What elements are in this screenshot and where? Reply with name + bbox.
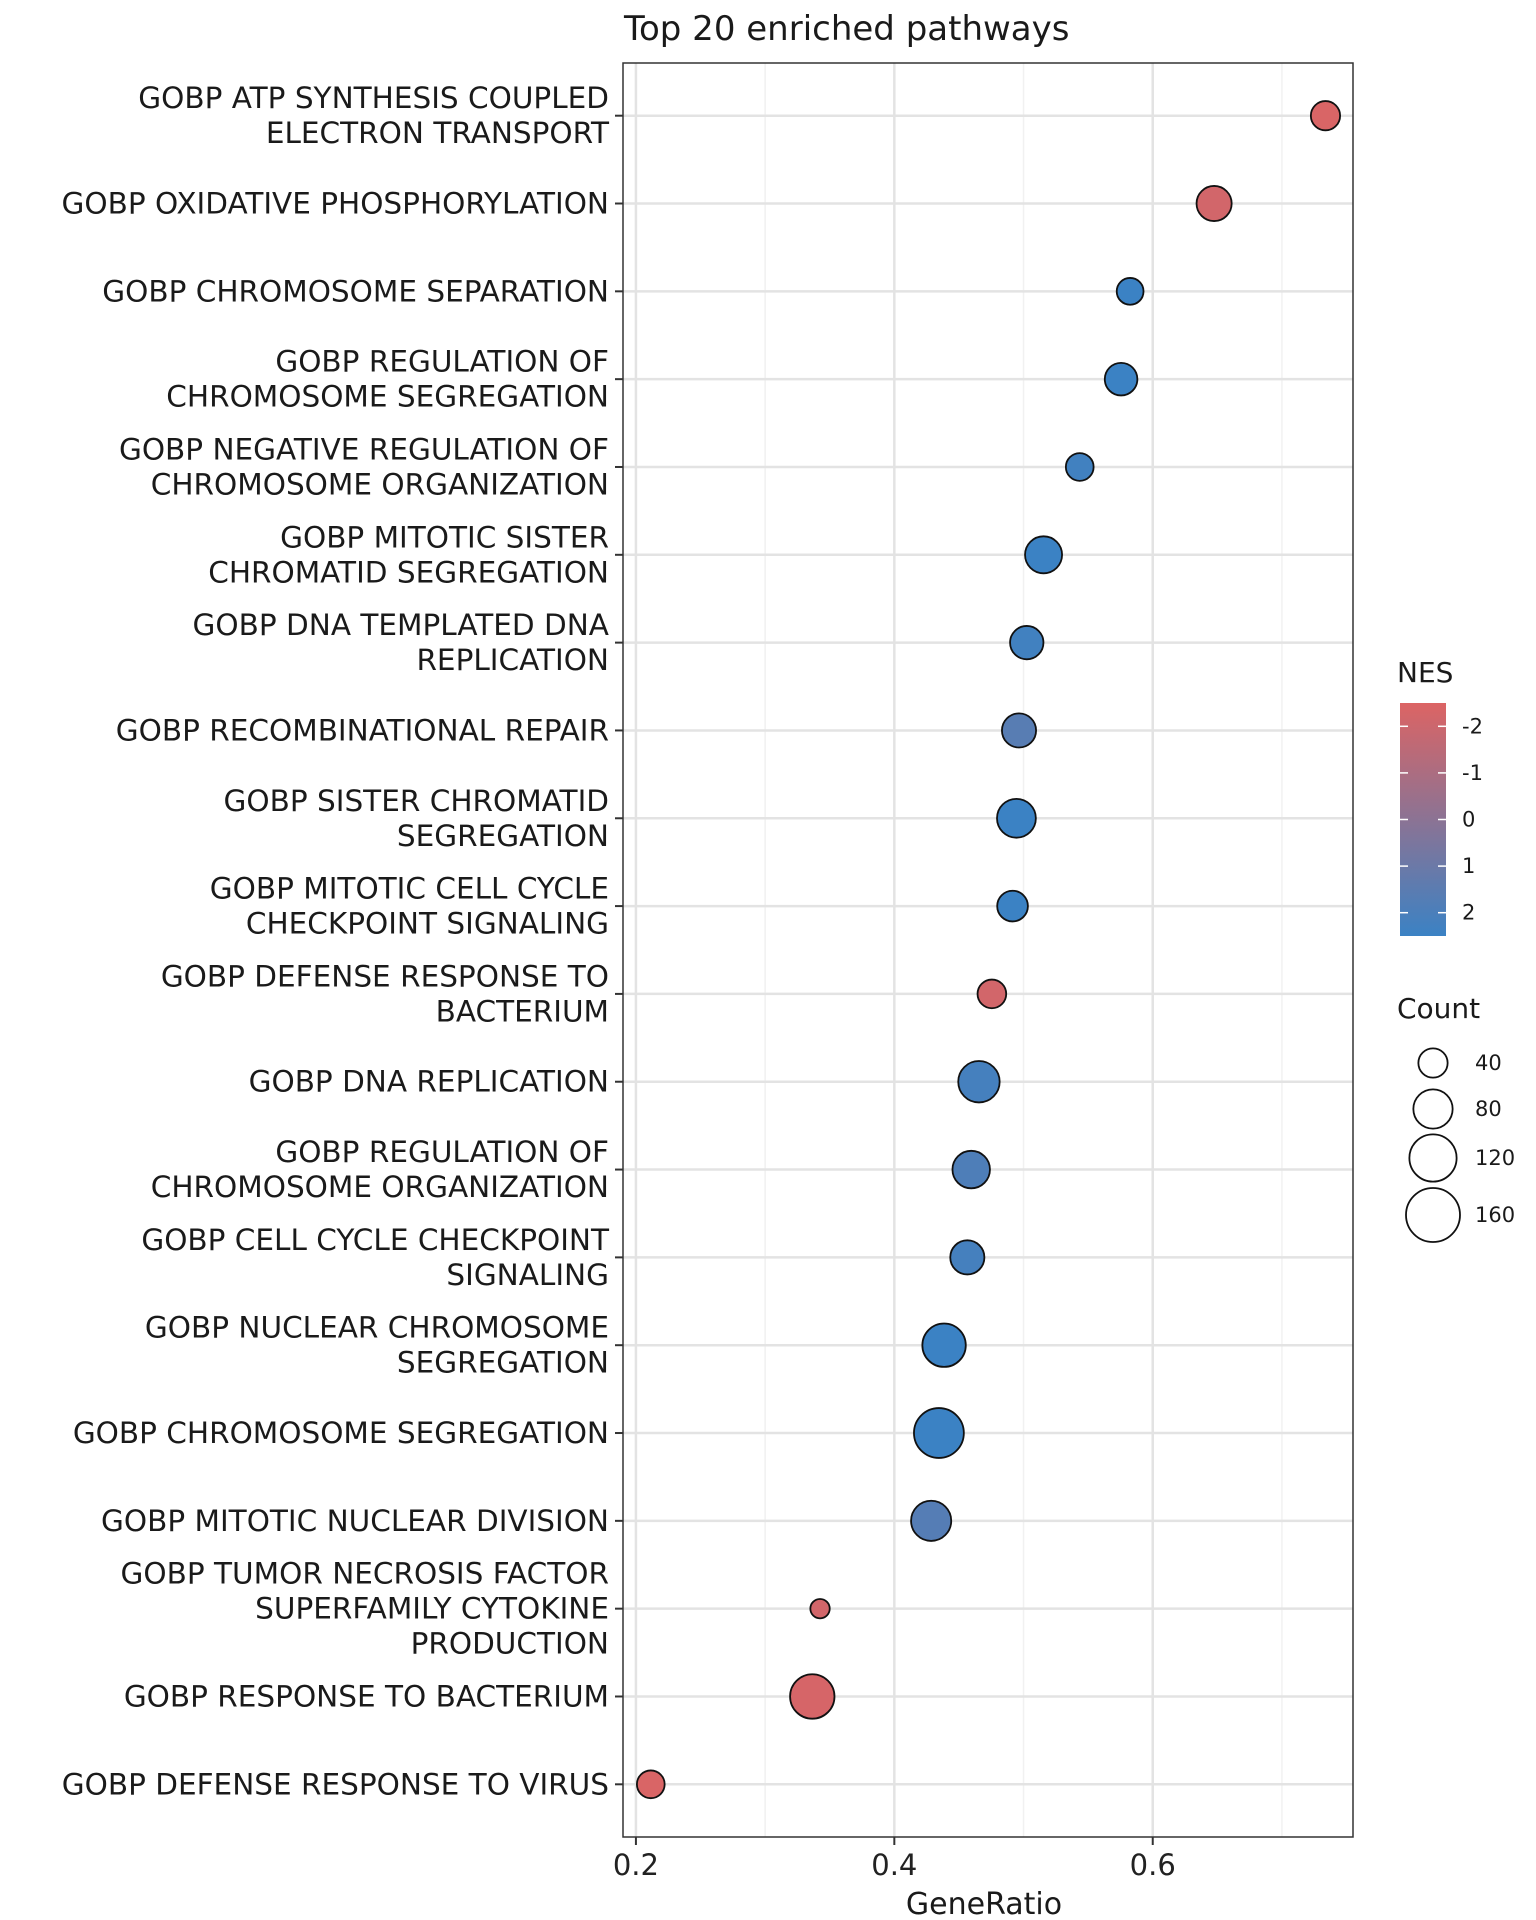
y-tick-label-line: SUPERFAMILY CYTOKINE [255,1592,609,1626]
y-tick-label-line: GOBP NEGATIVE REGULATION OF [119,432,609,466]
y-tick-label-line: CHROMATID SEGREGATION [208,555,609,589]
data-point [910,1499,953,1542]
y-tick-label-line: GOBP MITOTIC CELL CYCLE [210,872,609,906]
data-point [1115,277,1145,306]
data-point [636,1769,666,1800]
y-tick-label-line: GOBP DNA TEMPLATED DNA [193,608,609,642]
y-tick-label: GOBP MITOTIC SISTER CHROMATID SEGREGATION [208,520,609,589]
y-tick-label: GOBP CHROMOSOME SEGREGATION [73,1416,609,1450]
y-tick-label-line: BACTERIUM [436,994,609,1028]
data-point [1309,100,1342,132]
legend-size-circle [1417,1047,1449,1079]
y-tick-label-line: GOBP REGULATION OF [275,1135,609,1169]
y-tick-label: GOBP RECOMBINATIONAL REPAIR [116,713,609,747]
y-tick-label: GOBP REGULATION OF CHROMOSOME ORGANIZATIO… [151,1135,609,1204]
y-tick-label-line: GOBP CHROMOSOME SEPARATION [102,274,609,308]
legend-colorbar-label: 0 [1462,808,1475,832]
legend-colorbar-label: 2 [1462,901,1475,925]
y-tick-label-line: CHECKPOINT SIGNALING [246,907,609,941]
data-point [913,1407,965,1459]
y-tick-label: GOBP CELL CYCLE CHECKPOINT SIGNALING [141,1223,610,1292]
y-tick-label: GOBP NEGATIVE REGULATION OF CHROMOSOME OR… [119,432,609,501]
legend-size-label: 120 [1475,1146,1515,1170]
data-point [809,1598,831,1620]
x-axis-label: GeneRatio [906,1887,1062,1920]
y-tick-label-line: GOBP ATP SYNTHESIS COUPLED [138,81,609,115]
data-point [976,978,1008,1010]
chart-title: Top 20 enriched pathways [623,9,1069,49]
data-point [1001,712,1037,749]
y-tick-label: GOBP MITOTIC CELL CYCLE CHECKPOINT SIGNAL… [210,872,609,941]
y-tick-label-line: GOBP DEFENSE RESPONSE TO [161,959,609,993]
y-tick-label-line: GOBP CHROMOSOME SEGREGATION [73,1416,609,1450]
x-tick-label: 0.6 [1130,1848,1176,1882]
x-tick-label: 0.2 [613,1848,659,1882]
legend-size-label: 40 [1475,1051,1502,1075]
plot-border [622,62,1354,1838]
data-point [957,1060,1001,1104]
y-tick-label-line: GOBP RECOMBINATIONAL REPAIR [116,713,609,747]
legend-colorbar-label: 1 [1462,854,1475,878]
y-tick-label-line: GOBP MITOTIC NUCLEAR DIVISION [101,1504,609,1538]
data-point [996,889,1029,923]
y-tick-label-line: PRODUCTION [411,1627,609,1661]
data-point [789,1673,836,1720]
y-tick-label-line: REPLICATION [416,643,609,677]
y-tick-label: GOBP MITOTIC NUCLEAR DIVISION [101,1504,609,1538]
y-tick-label-line: GOBP OXIDATIVE PHOSPHORYLATION [62,187,609,221]
y-tick-label-line: GOBP REGULATION OF [275,345,609,379]
y-tick-label: GOBP NUCLEAR CHROMOSOME SEGREGATION [145,1311,609,1380]
legend-colorbar-label: -1 [1462,761,1483,785]
y-tick-label-line: GOBP NUCLEAR CHROMOSOME [145,1311,609,1345]
y-tick-label: GOBP TUMOR NECROSIS FACTOR SUPERFAMILY CY… [121,1557,609,1661]
y-tick-label-line: GOBP CELL CYCLE CHECKPOINT [141,1223,610,1257]
y-tick-label: GOBP DEFENSE RESPONSE TO BACTERIUM [161,959,609,1028]
y-tick-label: GOBP OXIDATIVE PHOSPHORYLATION [62,187,609,221]
data-point [1195,185,1233,222]
legend-size-label: 160 [1475,1203,1515,1227]
y-tick-label: GOBP ATP SYNTHESIS COUPLED ELECTRON TRANS… [138,81,610,150]
legend-count-title: Count [1397,992,1480,1025]
data-point [921,1322,967,1368]
y-tick-label: GOBP DEFENSE RESPONSE TO VIRUS [62,1767,609,1801]
y-tick-label: GOBP DNA REPLICATION [249,1065,609,1099]
y-tick-label-line: CHROMOSOME ORGANIZATION [151,467,609,501]
y-tick-label: GOBP SISTER CHROMATID SEGREGATION [224,784,609,853]
y-tick-label-line: SEGREGATION [397,1346,609,1380]
y-tick-label-line: CHROMOSOME SEGREGATION [166,380,609,414]
data-point [1064,452,1095,482]
x-tick-label: 0.4 [871,1848,917,1882]
legend-nes-title: NES [1397,656,1453,689]
y-tick-label: GOBP DNA TEMPLATED DNA REPLICATION [193,608,609,677]
y-tick-label-line: GOBP DEFENSE RESPONSE TO VIRUS [62,1767,609,1801]
data-point [951,1149,991,1190]
data-point [1103,361,1139,397]
legend-size-circle [1405,1187,1461,1243]
y-tick-label-line: GOBP DNA REPLICATION [249,1065,609,1099]
legend-colorbar-label: -2 [1462,714,1483,738]
y-tick-label-line: GOBP RESPONSE TO BACTERIUM [124,1679,609,1713]
y-tick-label-line: GOBP TUMOR NECROSIS FACTOR [121,1557,609,1591]
legend-size-circle [1412,1088,1454,1130]
y-tick-label-line: CHROMOSOME ORGANIZATION [151,1170,609,1204]
legend-size-circle [1408,1133,1458,1183]
y-tick-label-line: ELECTRON TRANSPORT [266,116,610,150]
data-point [949,1239,986,1276]
plot-panel [623,63,1353,1837]
y-tick-label-line: SIGNALING [446,1258,609,1292]
legend-size-label: 80 [1475,1097,1502,1121]
y-tick-label: GOBP RESPONSE TO BACTERIUM [124,1679,609,1713]
y-tick-label-line: SEGREGATION [397,819,609,853]
y-tick-label-line: GOBP SISTER CHROMATID [224,784,609,818]
y-tick-label: GOBP REGULATION OF CHROMOSOME SEGREGATION [166,345,609,414]
y-tick-label: GOBP CHROMOSOME SEPARATION [102,274,609,308]
data-point [1024,535,1063,575]
data-point [996,797,1037,839]
data-point [1009,625,1045,661]
y-tick-label-line: GOBP MITOTIC SISTER [280,520,609,554]
